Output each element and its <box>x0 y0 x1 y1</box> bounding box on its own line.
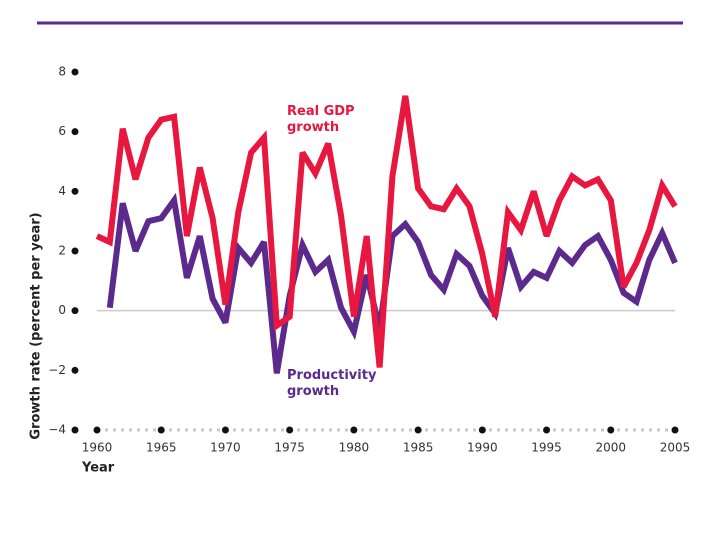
y-tick-dot <box>71 366 79 374</box>
x-tick-dot <box>157 426 165 434</box>
x-tick-label: 1965 <box>146 441 177 455</box>
x-tick-dot <box>286 426 294 434</box>
series-line <box>95 95 678 368</box>
x-tick-label: 1990 <box>467 441 498 455</box>
x-tick-dot <box>350 426 358 434</box>
x-tick-label: 1960 <box>82 441 113 455</box>
x-tick-label: 1995 <box>531 441 562 455</box>
x-tick-dot <box>607 426 615 434</box>
y-tick-dot <box>71 187 79 195</box>
x-tick-label: 1975 <box>274 441 305 455</box>
x-tick-label: 2005 <box>660 441 691 455</box>
series-line <box>106 192 678 374</box>
y-tick-dot <box>71 307 79 315</box>
x-tick-label: 1985 <box>403 441 434 455</box>
y-tick-dot <box>71 68 79 76</box>
x-tick-dot <box>93 426 101 434</box>
y-tick-dot <box>71 426 79 434</box>
y-tick-label: −2 <box>48 363 66 377</box>
y-axis-title: Growth rate (percent per year) <box>29 212 44 439</box>
x-tick-dot <box>543 426 551 434</box>
x-tick-dot <box>671 426 679 434</box>
x-axis-title: Year <box>81 461 115 476</box>
series-label: Real GDP growth <box>287 104 355 135</box>
y-tick-label: 8 <box>58 65 66 79</box>
x-tick-dot <box>414 426 422 434</box>
x-tick-dot <box>221 426 229 434</box>
x-tick-label: 2000 <box>596 441 627 455</box>
y-tick-label: −4 <box>48 423 66 437</box>
y-tick-label: 2 <box>58 244 66 258</box>
x-tick-dot <box>478 426 486 434</box>
y-tick-label: 0 <box>58 303 66 317</box>
x-tick-label: 1980 <box>339 441 370 455</box>
y-tick-label: 4 <box>58 184 66 198</box>
y-tick-dot <box>71 247 79 255</box>
y-tick-label: 6 <box>58 124 66 138</box>
y-tick-dot <box>71 128 79 136</box>
series-label: Productivity growth <box>287 368 377 399</box>
x-tick-label: 1970 <box>210 441 241 455</box>
